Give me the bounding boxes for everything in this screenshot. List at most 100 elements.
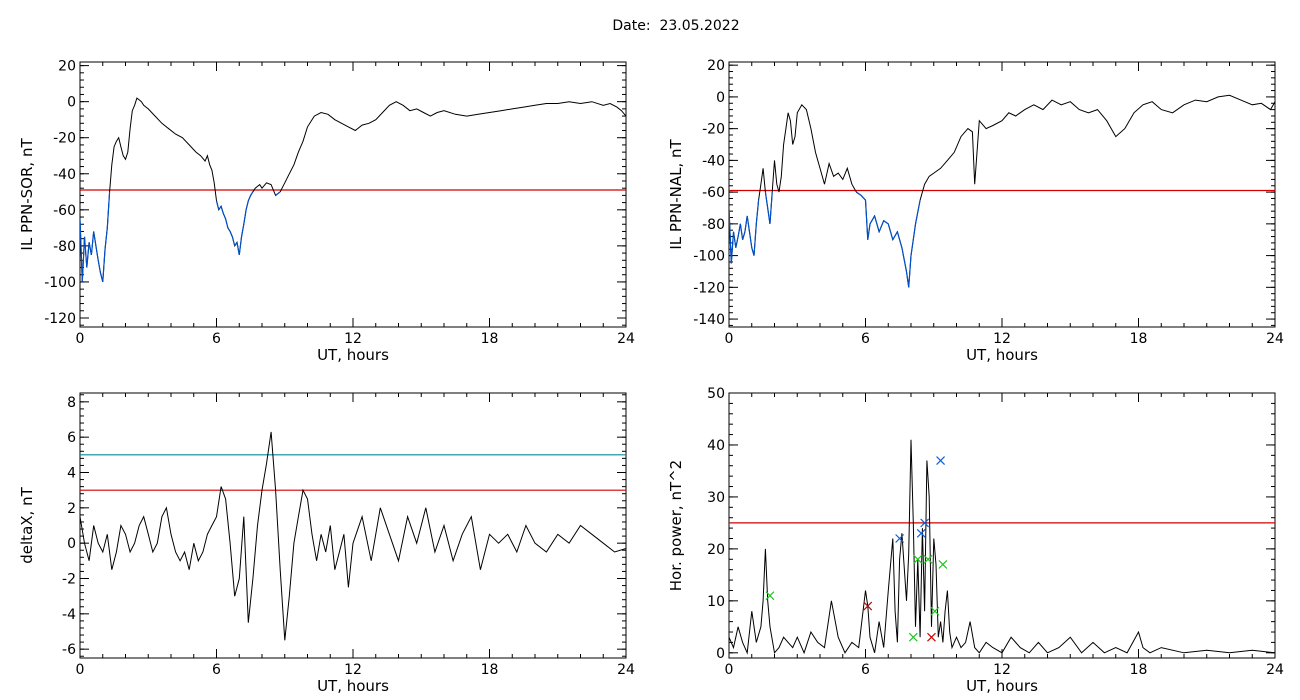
event-marker-stroke <box>927 632 936 642</box>
series-highlight-segment <box>231 236 236 247</box>
series-highlight-segment <box>908 255 912 288</box>
y-tick-label: 0 <box>716 646 725 662</box>
series-highlight-segment <box>245 200 249 210</box>
series-highlight-segment <box>225 218 229 228</box>
y-tick-label: 20 <box>707 58 725 74</box>
y-tick-label: -140 <box>693 312 725 328</box>
event-marker-stroke <box>908 632 918 642</box>
x-tick-label: 6 <box>212 331 221 347</box>
y-tick-label: 6 <box>67 430 76 446</box>
series-highlight-segment <box>90 231 95 255</box>
y-tick-label: -120 <box>693 280 725 296</box>
series-highlight-segment <box>106 191 111 228</box>
x-tick-label: 6 <box>212 662 221 678</box>
x-tick-label: 12 <box>993 662 1011 678</box>
event-marker-stroke <box>936 456 945 465</box>
series-highlight-segment <box>236 242 240 255</box>
y-axis-label: deltaX, nT <box>18 486 36 563</box>
y-tick-label: -20 <box>702 122 725 138</box>
series-highlight-segment <box>735 236 739 248</box>
series-highlight-segment <box>878 220 885 233</box>
series-highlight-segment <box>864 200 869 240</box>
x-tick-label: 6 <box>861 331 870 347</box>
y-tick-label: 8 <box>67 395 76 411</box>
y-tick-label: -80 <box>702 217 725 233</box>
x-tick-label: 18 <box>1130 662 1148 678</box>
series-highlight-segment <box>769 192 773 224</box>
x-tick-label: 12 <box>344 331 362 347</box>
series-highlight-segment <box>247 195 252 202</box>
x-axis-label: UT, hours <box>317 346 389 364</box>
plot-area <box>729 439 1275 655</box>
series-highlight-segment <box>737 223 741 237</box>
series-highlight-segment <box>240 224 245 237</box>
y-tick-label: -80 <box>53 239 76 255</box>
series-line <box>80 431 626 641</box>
x-tick-label: 18 <box>481 331 499 347</box>
series-highlight-segment <box>867 223 871 240</box>
x-tick-label: 0 <box>76 331 85 347</box>
series-highlight-segment <box>97 260 102 274</box>
y-axis-label: IL PPN-NAL, nT <box>667 139 685 250</box>
x-tick-label: 0 <box>725 331 734 347</box>
x-tick-label: 24 <box>617 662 635 678</box>
series-highlight-segment <box>243 209 247 225</box>
plot-frame <box>728 392 1276 659</box>
series-highlight-segment <box>86 242 90 268</box>
x-tick-label: 12 <box>993 331 1011 347</box>
series-highlight-segment <box>95 245 99 261</box>
series-highlight-segment <box>748 231 753 248</box>
series-highlight-segment <box>742 231 746 240</box>
series-highlight-segment <box>93 231 97 246</box>
series-highlight-segment <box>739 223 744 240</box>
series-highlight-segment <box>220 206 224 214</box>
plot-frame <box>79 61 627 328</box>
series-highlight-segment <box>80 218 83 282</box>
series-highlight-segment <box>887 223 894 240</box>
x-axis-label: UT, hours <box>966 346 1038 364</box>
event-marker <box>923 554 933 564</box>
y-tick-label: 0 <box>716 90 725 106</box>
event-marker <box>765 591 775 601</box>
event-marker-stroke <box>863 601 873 611</box>
y-tick-label: -60 <box>702 185 725 201</box>
series-line <box>729 94 1275 288</box>
plot-area <box>80 97 626 283</box>
event-marker-stroke <box>765 591 775 601</box>
event-marker <box>936 456 945 465</box>
series-highlight-segment <box>860 194 866 201</box>
series-highlight-segment <box>883 220 889 225</box>
series-highlight-segment <box>104 227 108 250</box>
series-highlight-segment <box>744 215 748 232</box>
y-tick-label: 0 <box>67 95 76 111</box>
event-marker-stroke <box>930 606 940 616</box>
page-title: Date: 23.05.2022 <box>612 18 740 34</box>
event-marker-stroke <box>895 534 905 543</box>
y-tick-label: 50 <box>707 386 725 402</box>
y-tick-label: -120 <box>44 311 76 327</box>
x-tick-label: 12 <box>344 662 362 678</box>
series-highlight-segment <box>910 239 914 256</box>
series-highlight-segment <box>229 231 233 238</box>
y-tick-label: -4 <box>62 607 76 623</box>
y-tick-label: -2 <box>62 572 76 588</box>
y-tick-label: 2 <box>67 501 76 517</box>
event-marker-stroke <box>923 554 933 564</box>
series-highlight-segment <box>730 231 735 264</box>
y-axis-label: IL PPN-SOR, nT <box>18 138 36 251</box>
series-highlight-segment <box>83 236 88 268</box>
y-tick-label: -100 <box>693 249 725 265</box>
y-tick-label: -40 <box>702 153 725 169</box>
y-tick-label: 4 <box>67 466 76 482</box>
series-line <box>729 439 1275 655</box>
plot-frame <box>728 61 1276 328</box>
series-highlight-segment <box>755 199 760 224</box>
event-marker <box>863 601 873 611</box>
y-tick-label: -6 <box>62 642 76 658</box>
y-tick-label: -40 <box>53 167 76 183</box>
series-highlight-segment <box>914 199 921 224</box>
series-highlight-segment <box>869 215 876 225</box>
y-tick-label: -60 <box>53 203 76 219</box>
